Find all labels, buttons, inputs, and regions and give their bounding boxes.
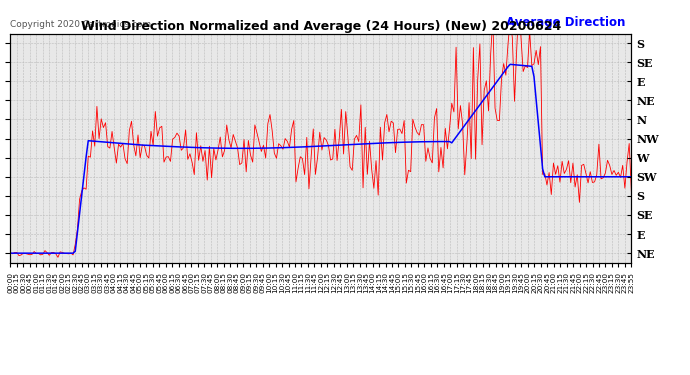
Text: Average Direction: Average Direction (506, 16, 625, 29)
Title: Wind Direction Normalized and Average (24 Hours) (New) 20200624: Wind Direction Normalized and Average (2… (81, 20, 561, 33)
Text: Copyright 2020 Cartronics.com: Copyright 2020 Cartronics.com (10, 20, 152, 29)
